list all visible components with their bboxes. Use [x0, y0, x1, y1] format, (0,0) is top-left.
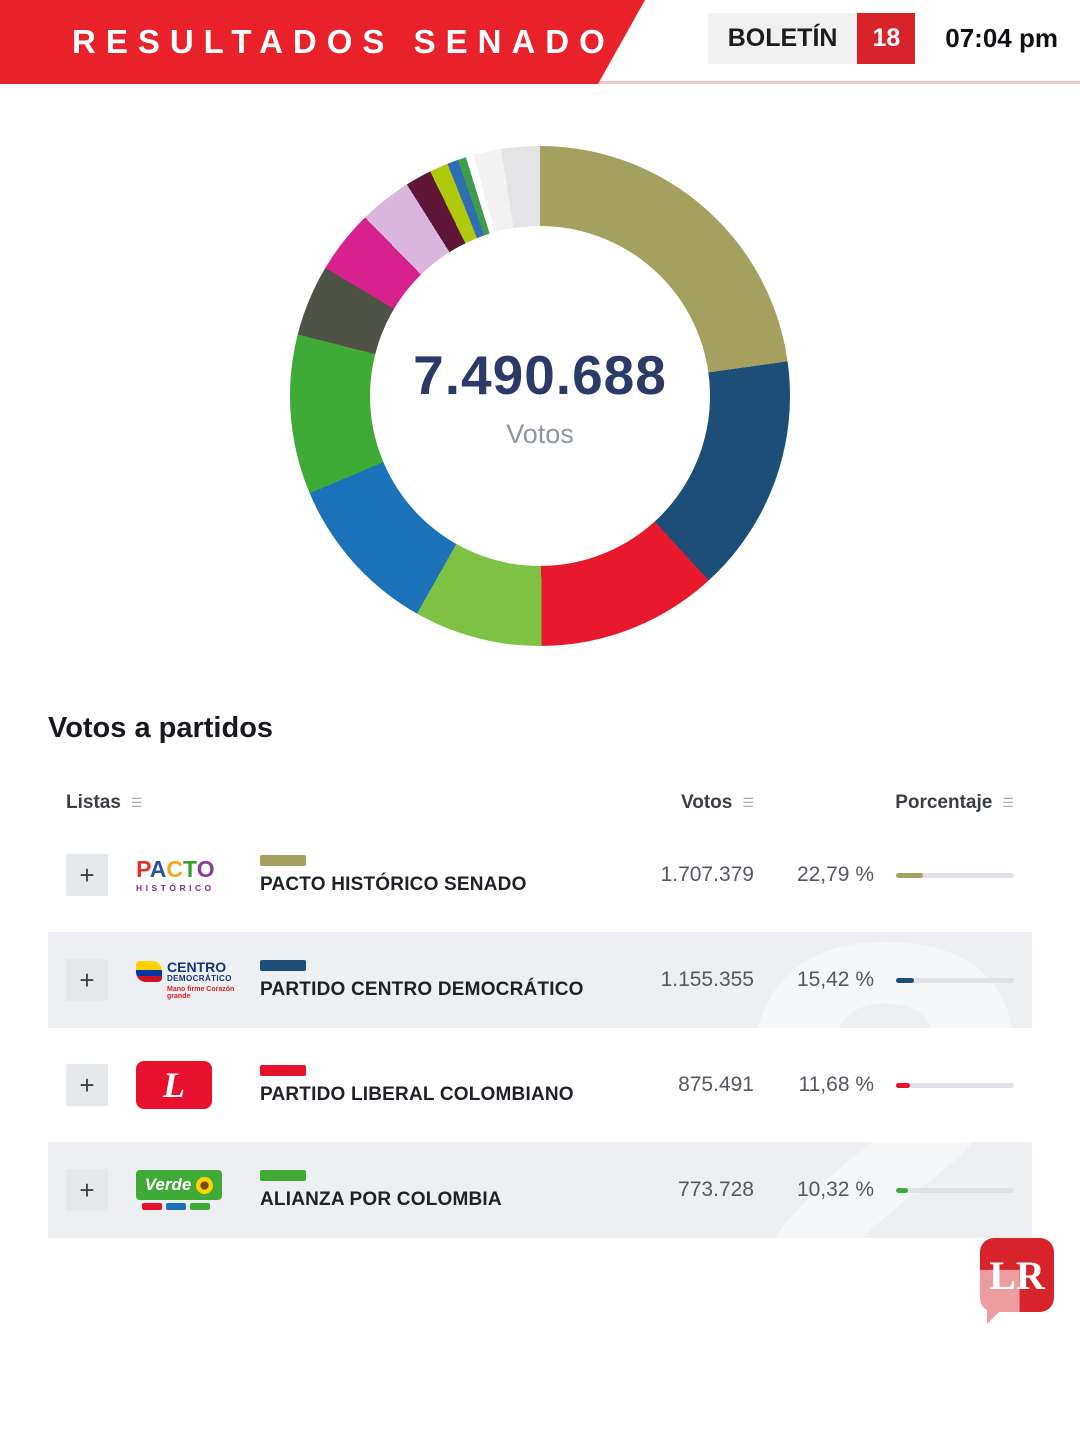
- party-color-chip: [260, 1169, 306, 1181]
- column-header-porcentaje: Porcentaje: [895, 792, 993, 813]
- party-color-chip: [260, 959, 306, 971]
- header-banner: RESULTADOS SENADO: [0, 0, 645, 84]
- party-color-chip: [260, 1064, 306, 1076]
- party-cell: ALIANZA POR COLOMBIA: [256, 1169, 614, 1211]
- party-votes: 1.707.379: [660, 863, 754, 886]
- party-cell: PACTO HISTÓRICO SENADO: [256, 854, 614, 896]
- pacto-historico-logo: PACTO HISTÓRICO: [136, 855, 215, 893]
- chart-section: 7.490.688 Votos: [0, 146, 1080, 646]
- sunflower-icon: [196, 1176, 214, 1194]
- column-header-listas: Listas: [66, 792, 121, 813]
- party-name: ALIANZA POR COLOMBIA: [260, 1188, 502, 1210]
- percentage-bar-fill: [896, 1082, 910, 1088]
- party-name: PARTIDO LIBERAL COLOMBIANO: [260, 1083, 574, 1105]
- header: RESULTADOS SENADO BOLETÍN 18 07:04 pm: [0, 0, 1080, 90]
- report-time: 07:04 pm: [945, 23, 1058, 53]
- centro-flag-icon: [136, 961, 162, 982]
- column-header-votos: Votos: [680, 792, 733, 813]
- sort-icon-listas[interactable]: ☰: [130, 795, 143, 810]
- percentage-bar-fill: [896, 977, 915, 983]
- party-logo-cell: CENTRO DEMOCRÁTICO Mano firme Corazón gran…: [136, 959, 256, 1000]
- party-name: PARTIDO CENTRO DEMOCRÁTICO: [260, 978, 584, 1000]
- party-percentage: 15,42 %: [796, 968, 874, 991]
- lr-brand-logo: LR: [980, 1238, 1054, 1324]
- expand-row-button[interactable]: +: [66, 1064, 108, 1106]
- sort-icon-porcentaje[interactable]: ☰: [1002, 795, 1014, 810]
- total-votes-label: Votos: [506, 418, 574, 449]
- table-row: + L PARTIDO LIBERAL COLOMBIANO 875.491 1…: [48, 1037, 1032, 1133]
- centro-democratico-logo: CENTRO DEMOCRÁTICO Mano firme Corazón gran…: [136, 959, 256, 1000]
- bulletin-number-badge: 18: [857, 13, 916, 64]
- table-header: Listas ☰ Votos ☰ Porcentaje ☰: [48, 779, 1032, 827]
- party-percentage: 11,68 %: [798, 1073, 875, 1096]
- header-right: BOLETÍN 18 07:04 pm: [707, 13, 1058, 64]
- party-votes: 875.491: [678, 1073, 754, 1096]
- party-color-chip: [260, 854, 306, 866]
- party-name: PACTO HISTÓRICO SENADO: [260, 873, 527, 895]
- bulletin-label: BOLETÍN: [707, 13, 858, 64]
- donut-center: 7.490.688 Votos: [370, 226, 710, 566]
- bulletin: BOLETÍN 18: [707, 13, 916, 64]
- party-cell: PARTIDO CENTRO DEMOCRÁTICO: [256, 959, 614, 1001]
- total-votes-value: 7.490.688: [413, 343, 667, 406]
- percentage-bar-fill: [896, 1187, 909, 1193]
- lr-logo-text: LR: [989, 1252, 1045, 1298]
- alianza-verde-logo: Verde: [136, 1170, 222, 1210]
- party-percentage: 10,32 %: [796, 1178, 874, 1201]
- section-title: Votos a partidos: [48, 712, 274, 744]
- percentage-bar: [896, 1187, 1014, 1193]
- percentage-bar: [896, 872, 1014, 878]
- donut-chart-ring: 7.490.688 Votos: [290, 146, 790, 646]
- party-logo-cell: L: [136, 1061, 256, 1109]
- verde-sub-marks: [136, 1203, 222, 1210]
- expand-row-button[interactable]: +: [66, 1169, 108, 1211]
- party-logo-cell: PACTO HISTÓRICO: [136, 855, 256, 893]
- table-row: + CENTRO DEMOCRÁTICO Mano firme Corazón gr…: [48, 932, 1032, 1028]
- expand-row-button[interactable]: +: [66, 854, 108, 896]
- percentage-bar: [896, 977, 1014, 983]
- party-percentage: 22,79 %: [796, 863, 874, 886]
- percentage-bar-fill: [896, 872, 923, 878]
- results-table: Listas ☰ Votos ☰ Porcentaje ☰ 2 + PACTO H…: [48, 779, 1042, 1419]
- party-votes: 773.728: [678, 1178, 754, 1201]
- page-title: RESULTADOS SENADO: [72, 23, 615, 60]
- party-cell: PARTIDO LIBERAL COLOMBIANO: [256, 1064, 614, 1106]
- expand-row-button[interactable]: +: [66, 959, 108, 1001]
- percentage-bar: [896, 1082, 1014, 1088]
- table-row: + PACTO HISTÓRICO PACTO HISTÓRICO SENADO …: [48, 827, 1032, 923]
- partido-liberal-logo: L: [136, 1061, 212, 1109]
- table-body: 2 + PACTO HISTÓRICO PACTO HISTÓRICO SENAD…: [48, 827, 1042, 1419]
- party-votes: 1.155.355: [660, 968, 754, 991]
- party-logo-cell: Verde: [136, 1170, 256, 1210]
- sort-icon-votos[interactable]: ☰: [742, 795, 754, 810]
- table-row: + Verde ALIANZA POR COLOMBIA 773.728 10,…: [48, 1142, 1032, 1238]
